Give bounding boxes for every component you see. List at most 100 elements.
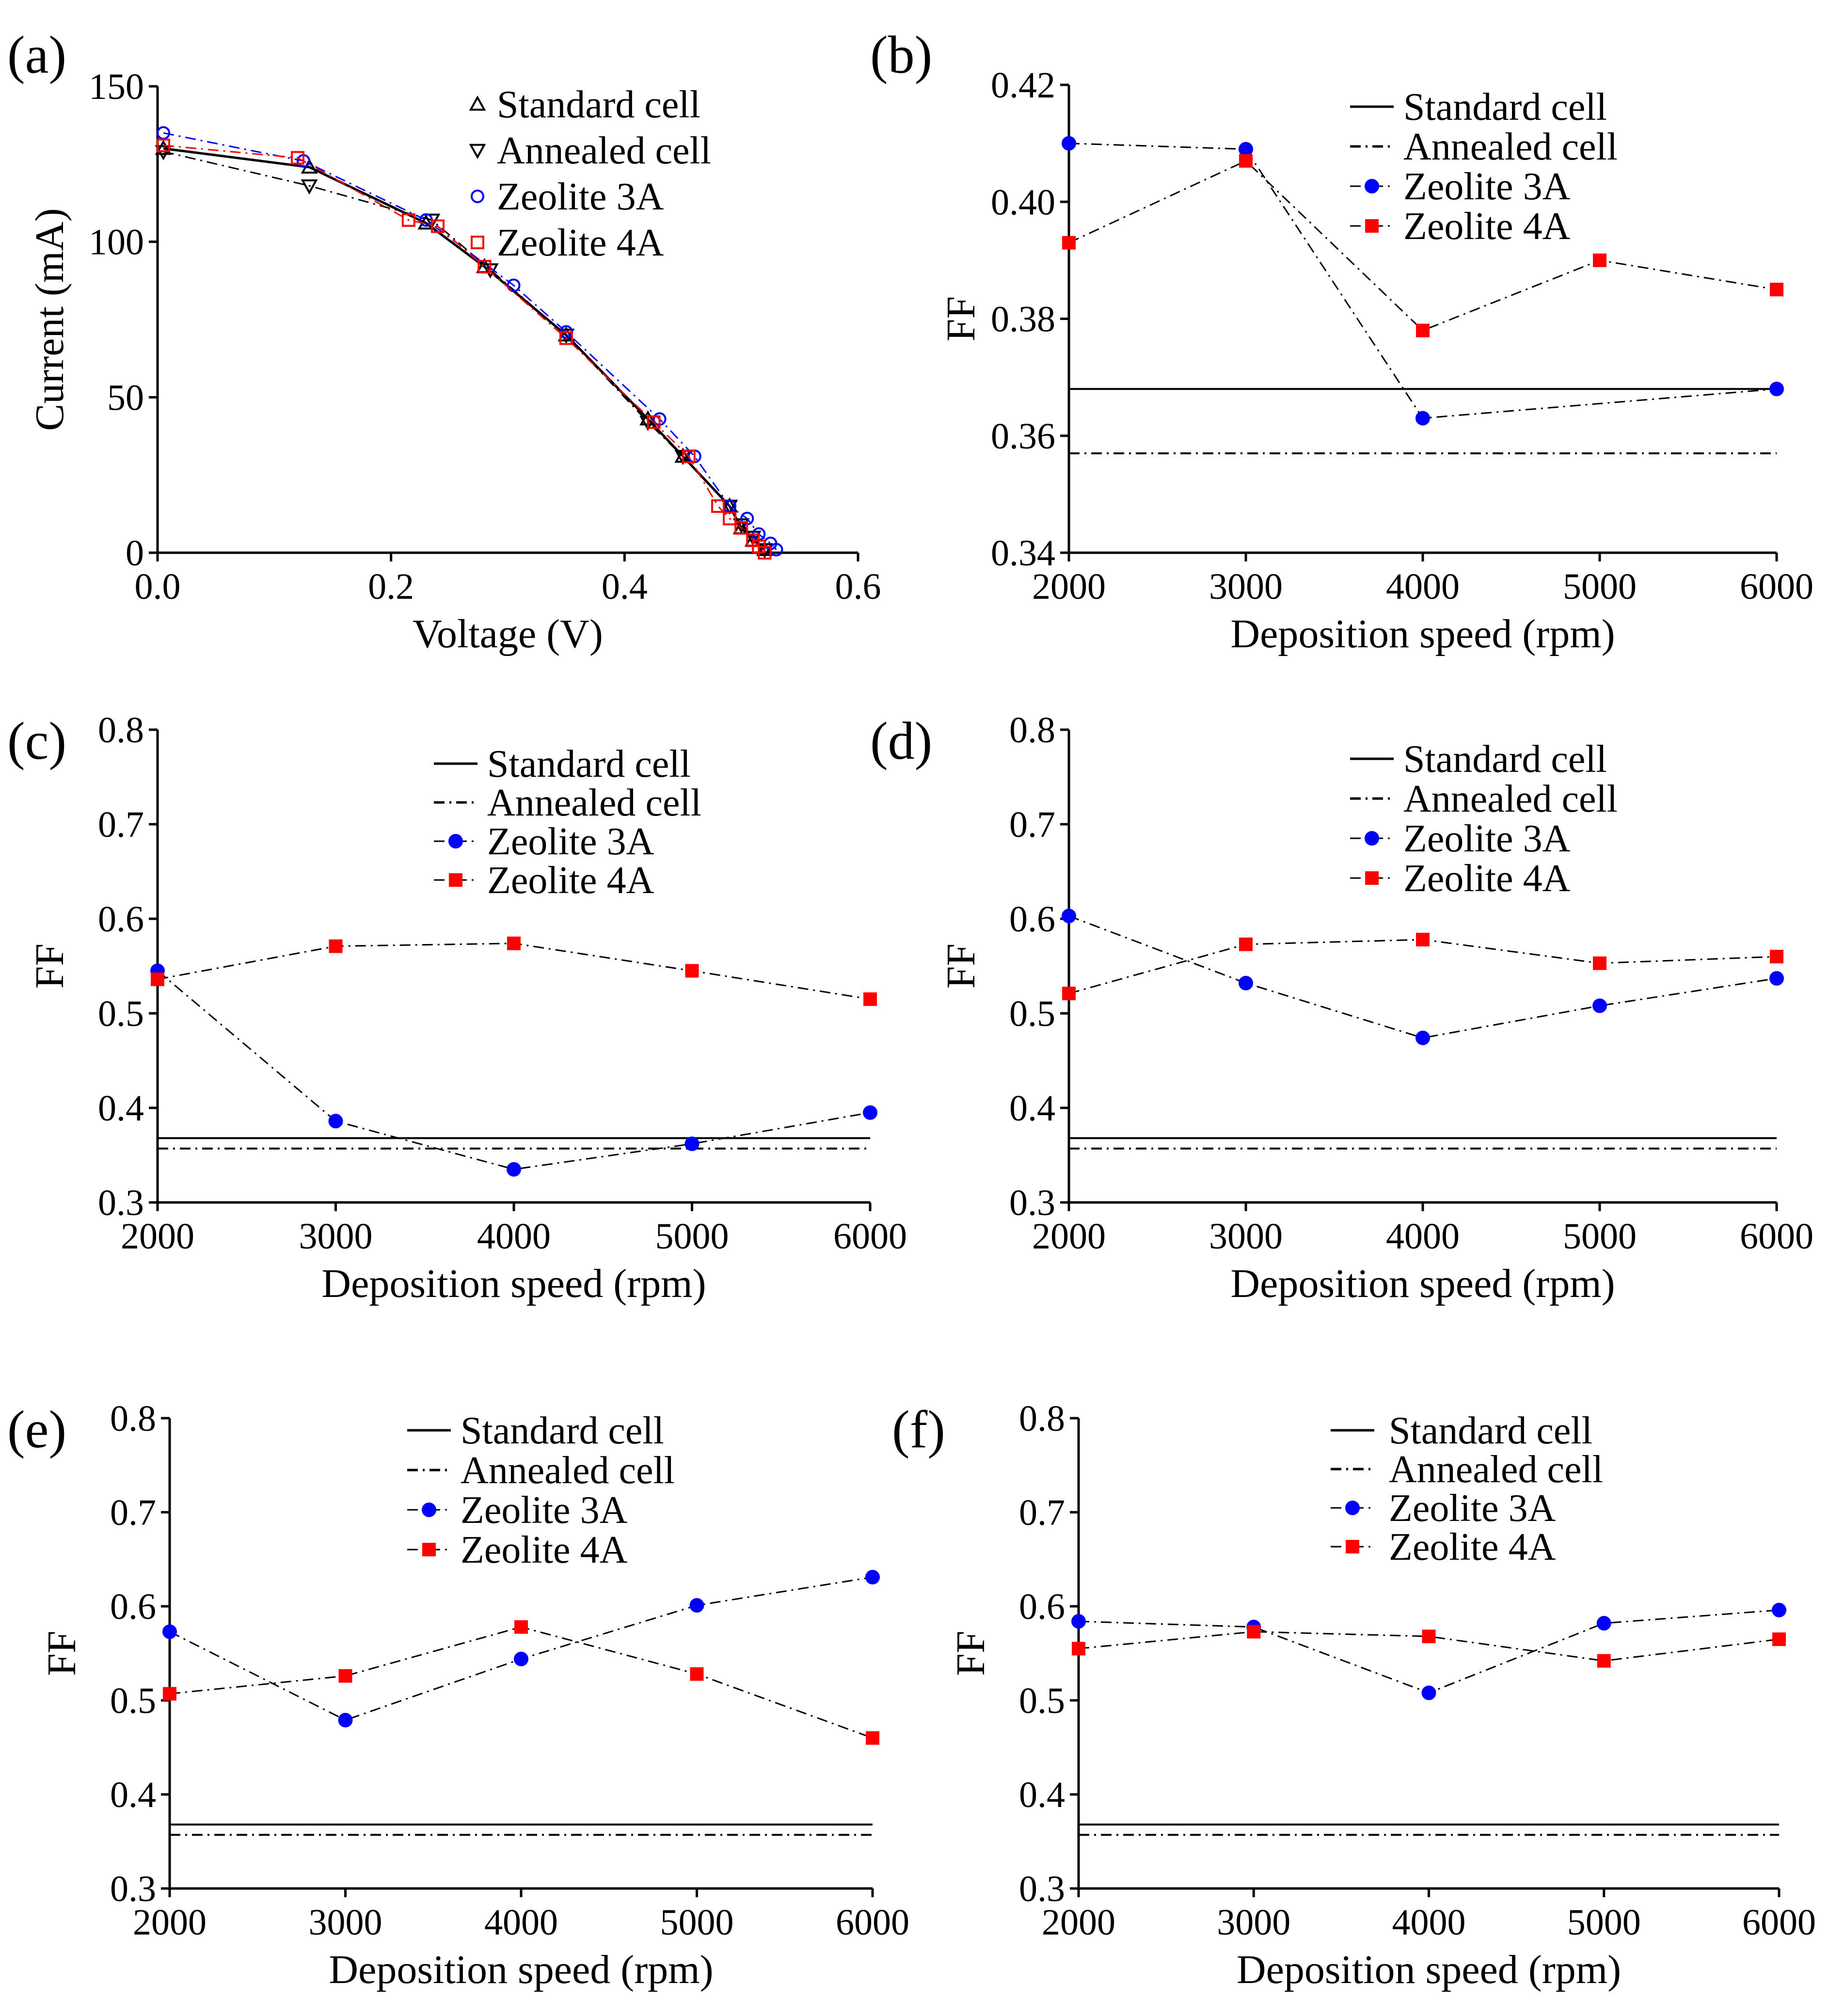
panel-letter: (d) xyxy=(870,711,932,770)
zeolite-4a-point xyxy=(723,512,737,526)
legend-label: Annealed cell xyxy=(461,1449,675,1492)
series-zeolite-4a xyxy=(1062,154,1783,337)
y-axis-title: FF xyxy=(938,296,984,341)
y-axis-title: FF xyxy=(938,944,984,989)
zeolite-4a-point xyxy=(734,521,748,535)
legend-entry: Zeolite 3A xyxy=(407,1489,628,1532)
legend-entry: Annealed cell xyxy=(407,1449,675,1492)
x-tick-label: 3000 xyxy=(1217,1902,1290,1943)
zeolite-3a-point xyxy=(1772,1602,1786,1617)
x-axis-title: Deposition speed (rpm) xyxy=(1230,1261,1615,1306)
series-zeolite-4a xyxy=(151,936,877,1006)
legend-label: Zeolite 4A xyxy=(1403,205,1571,248)
series-zeolite-3a xyxy=(1062,136,1784,426)
annealed-cell-point xyxy=(155,145,172,160)
zeolite-3a-point xyxy=(328,1114,343,1129)
zeolite-4a-point xyxy=(1593,253,1606,267)
legend-entry: Zeolite 4A xyxy=(434,859,654,902)
zeolite-3a-point xyxy=(863,1105,877,1120)
zeolite-3a-point xyxy=(1239,142,1253,157)
series-zeolite-3a xyxy=(157,126,783,557)
legend-label: Annealed cell xyxy=(1389,1448,1603,1491)
zeolite-3a-point xyxy=(1769,382,1784,397)
y-tick-label: 0.5 xyxy=(110,1680,156,1721)
x-axis-title: Voltage (V) xyxy=(413,611,603,656)
annealed-cell-point xyxy=(301,179,318,195)
series-zeolite-3a xyxy=(162,1569,880,1728)
x-tick-label: 0.6 xyxy=(835,566,881,607)
x-tick-label: 4000 xyxy=(484,1902,558,1943)
x-tick-label: 2000 xyxy=(133,1902,207,1943)
y-tick-label: 0.7 xyxy=(110,1492,156,1533)
zeolite-3a-point xyxy=(1415,411,1430,426)
series-zeolite-3a xyxy=(1062,909,1784,1045)
zeolite-4a-point xyxy=(1770,283,1783,297)
legend-entry: Annealed cell xyxy=(469,129,711,172)
zeolite-3a-line xyxy=(1078,1609,1780,1694)
legend-marker-swatch xyxy=(1365,831,1379,846)
x-tick-label: 2000 xyxy=(121,1216,194,1257)
panel-f: (f) 2000 3000 4000 5000 6000 0.3 0.4 0.5 0.6 0.7 0.… xyxy=(892,1398,1816,1992)
legend-label: Annealed cell xyxy=(487,782,701,824)
x-tick-label: 5000 xyxy=(660,1902,734,1943)
zeolite-3a-point xyxy=(1239,976,1253,991)
zeolite-4a-point xyxy=(758,546,772,560)
zeolite-4a-point xyxy=(682,449,696,464)
zeolite-4a-point xyxy=(338,1669,352,1683)
zeolite-3a-line xyxy=(169,1576,873,1721)
zeolite-3a-point xyxy=(338,1712,353,1728)
zeolite-3a-point xyxy=(689,1598,704,1613)
x-axis-title: Deposition speed (rpm) xyxy=(321,1261,706,1306)
y-axis-title: FF xyxy=(948,1631,993,1676)
zeolite-4a-point xyxy=(863,992,877,1006)
zeolite-4a-point xyxy=(1416,932,1430,946)
zeolite-4a-point xyxy=(866,1731,879,1745)
legend-entry: Zeolite 3A xyxy=(434,820,654,863)
legend-label: Zeolite 3A xyxy=(1403,817,1571,860)
x-tick-label: 3000 xyxy=(309,1902,382,1943)
legend-entry: Standard cell xyxy=(1350,738,1607,781)
legend-entry: Annealed cell xyxy=(1331,1448,1603,1491)
legend-entry: Zeolite 3A xyxy=(471,176,664,218)
legend-label: Standard cell xyxy=(1389,1409,1592,1452)
zeolite-4a-point xyxy=(151,972,164,986)
y-tick-label: 0.8 xyxy=(1019,1398,1065,1439)
y-tick-label: 0.3 xyxy=(1009,1183,1055,1223)
zeolite-4a-point xyxy=(1072,1642,1085,1656)
zeolite-3a-point xyxy=(1062,136,1076,151)
zeolite-4a-point xyxy=(163,1687,176,1701)
x-axis-title: Deposition speed (rpm) xyxy=(1230,611,1615,656)
zeolite-4a-point xyxy=(690,1667,704,1681)
zeolite-4a-point xyxy=(1239,937,1253,951)
zeolite-3a-point xyxy=(1415,1030,1430,1045)
x-axis-title: Deposition speed (rpm) xyxy=(1237,1947,1621,1992)
legend-marker-swatch xyxy=(471,190,484,203)
panel-letter: (f) xyxy=(892,1400,945,1459)
legend-label: Standard cell xyxy=(461,1409,664,1452)
legend-label: Annealed cell xyxy=(1403,126,1618,168)
legend-entry: Standard cell xyxy=(407,1409,664,1452)
series-zeolite-3a xyxy=(150,963,877,1177)
zeolite-4a-point xyxy=(431,219,445,233)
legend-marker-swatch xyxy=(1365,871,1379,885)
legend-label: Annealed cell xyxy=(497,129,711,172)
panel-letter: (b) xyxy=(870,25,932,84)
legend-label: Zeolite 3A xyxy=(1389,1487,1556,1530)
legend-marker-swatch xyxy=(1365,179,1379,193)
zeolite-4a-point xyxy=(1593,956,1606,970)
zeolite-3a-point xyxy=(507,1162,521,1177)
series-standard-cell xyxy=(155,140,773,556)
legend-marker-swatch xyxy=(1365,219,1379,233)
y-tick-label: 0.5 xyxy=(1019,1680,1065,1721)
panel-letter: (a) xyxy=(7,25,66,84)
x-tick-label: 5000 xyxy=(655,1216,729,1257)
legend-entry: Zeolite 4A xyxy=(471,222,664,264)
x-tick-label: 2000 xyxy=(1032,1216,1106,1257)
y-tick-label: 0.8 xyxy=(110,1398,156,1439)
y-tick-label: 0.4 xyxy=(98,1088,144,1129)
